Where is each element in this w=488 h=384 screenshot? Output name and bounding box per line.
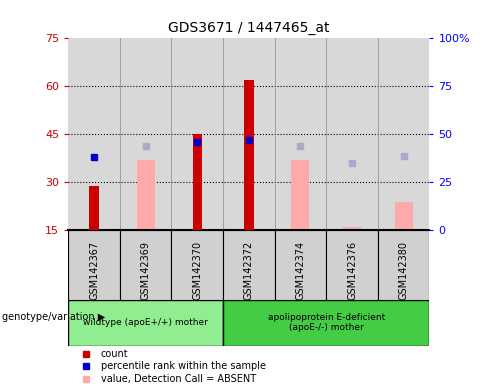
Text: apolipoprotein E-deficient
(apoE-/-) mother: apolipoprotein E-deficient (apoE-/-) mot… xyxy=(267,313,385,332)
Text: GSM142367: GSM142367 xyxy=(89,241,99,300)
Bar xyxy=(68,230,120,300)
Text: count: count xyxy=(101,349,128,359)
Bar xyxy=(275,230,326,300)
Text: value, Detection Call = ABSENT: value, Detection Call = ABSENT xyxy=(101,374,256,384)
Bar xyxy=(326,230,378,300)
Text: GSM142372: GSM142372 xyxy=(244,241,254,300)
Bar xyxy=(244,80,254,230)
Bar xyxy=(378,230,429,300)
Bar xyxy=(89,185,99,230)
Bar xyxy=(171,230,223,300)
Text: genotype/variation ▶: genotype/variation ▶ xyxy=(2,312,106,322)
Text: GSM142370: GSM142370 xyxy=(192,241,203,300)
Bar xyxy=(223,230,275,300)
Bar xyxy=(193,134,202,230)
Text: wildtype (apoE+/+) mother: wildtype (apoE+/+) mother xyxy=(83,318,208,327)
Bar xyxy=(343,227,361,230)
Text: GSM142369: GSM142369 xyxy=(141,241,151,300)
Text: GSM142374: GSM142374 xyxy=(295,241,305,300)
Bar xyxy=(395,202,413,230)
Text: percentile rank within the sample: percentile rank within the sample xyxy=(101,361,266,371)
Bar xyxy=(223,300,429,346)
Text: GSM142376: GSM142376 xyxy=(347,241,357,300)
Title: GDS3671 / 1447465_at: GDS3671 / 1447465_at xyxy=(168,21,329,35)
Bar xyxy=(291,160,309,230)
Bar xyxy=(68,300,223,346)
Bar xyxy=(137,160,155,230)
Bar xyxy=(120,230,171,300)
Text: GSM142380: GSM142380 xyxy=(399,241,408,300)
